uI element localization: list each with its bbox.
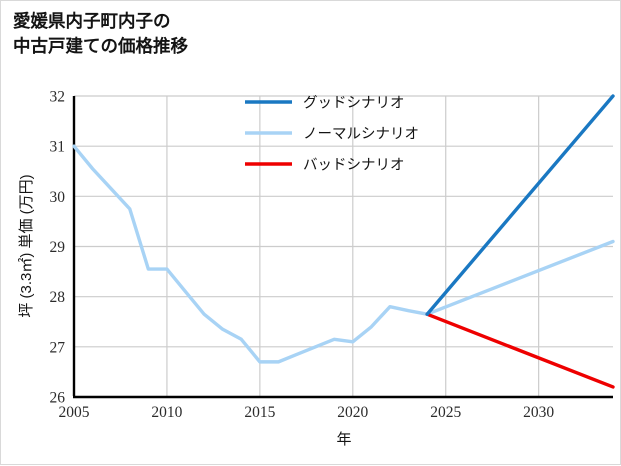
- x-tick-label: 2025: [430, 404, 461, 421]
- y-axis-title: 坪 (3.3㎡) 単価 (万円): [18, 174, 35, 317]
- legend-label: バッドシナリオ: [303, 158, 405, 174]
- x-tick-label: 2030: [523, 404, 554, 421]
- series-line: [72, 144, 615, 364]
- legend-label: グッドシナリオ: [303, 95, 405, 112]
- x-axis-title: 年: [336, 431, 351, 448]
- x-tick-label: 2005: [59, 404, 90, 421]
- y-tick-label: 28: [50, 289, 66, 306]
- x-tick-label: 2010: [151, 404, 182, 421]
- series-line: [425, 312, 615, 389]
- y-tick-label: 26: [50, 390, 66, 407]
- y-tick-label: 30: [50, 189, 66, 206]
- series-line: [425, 94, 615, 316]
- x-axis-tick-labels: 2005 2010 2015 2020 2025 2030: [59, 404, 555, 421]
- y-tick-label: 27: [50, 339, 66, 356]
- y-tick-label: 29: [50, 239, 66, 256]
- legend-label: ノーマルシナリオ: [303, 127, 419, 143]
- page-title: 愛媛県内子町内子の 中古戸建ての価格推移: [13, 11, 188, 56]
- data-series-lines: [72, 94, 615, 389]
- y-axis-tick-labels: 26 27 28 29 30 31 32: [50, 89, 66, 407]
- y-tick-label: 31: [50, 139, 66, 156]
- x-tick-label: 2015: [244, 404, 275, 421]
- y-tick-label: 32: [50, 89, 66, 106]
- x-tick-label: 2020: [337, 404, 368, 421]
